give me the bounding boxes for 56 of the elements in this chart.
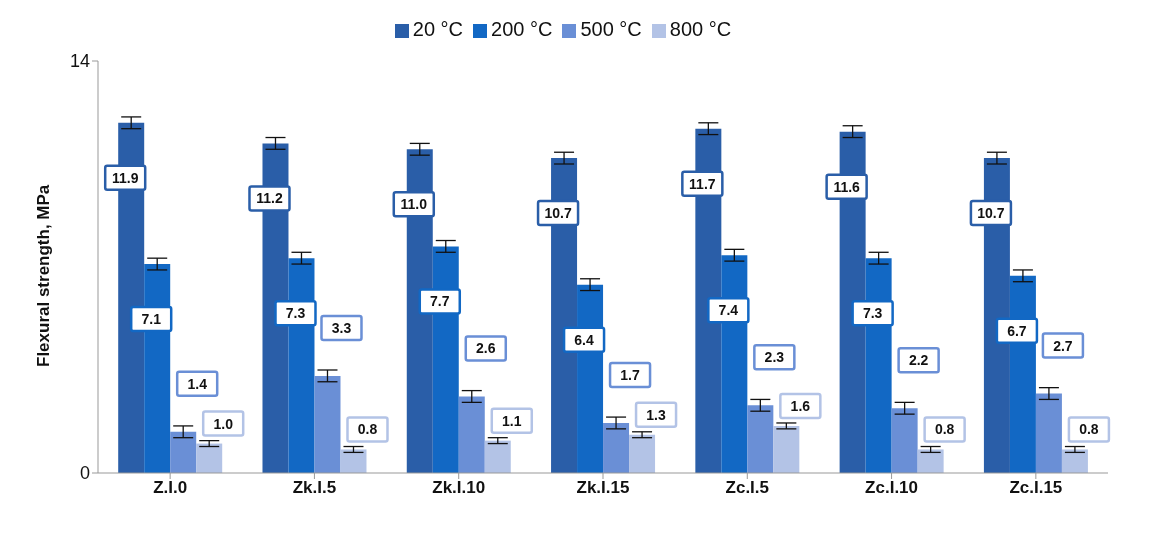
bar bbox=[891, 408, 918, 473]
legend-label: 20 °C bbox=[412, 18, 464, 40]
data-label: 11.2 bbox=[256, 190, 283, 207]
data-label: 1.1 bbox=[502, 412, 522, 429]
data-label: 11.0 bbox=[400, 196, 428, 213]
x-tick-label: Zk.I.5 bbox=[292, 478, 337, 498]
data-label: 2.2 bbox=[908, 352, 929, 369]
data-label: 0.8 bbox=[1079, 421, 1099, 438]
bar bbox=[1035, 393, 1062, 473]
bar bbox=[629, 434, 656, 473]
data-label: 6.4 bbox=[574, 331, 594, 348]
x-tick-label: Zc.I.15 bbox=[1009, 478, 1063, 498]
y-axis-title: Flexural strength, MPa bbox=[34, 184, 54, 367]
data-label: 1.6 bbox=[790, 397, 811, 414]
data-label: 2.6 bbox=[476, 340, 496, 357]
bar bbox=[917, 449, 944, 473]
x-tick-label: Z.I.0 bbox=[153, 478, 188, 498]
legend-label: 800 °C bbox=[669, 18, 732, 40]
x-tick-label: Zk.I.15 bbox=[576, 478, 630, 498]
bar bbox=[340, 449, 367, 473]
bar bbox=[773, 425, 800, 473]
data-label: 7.7 bbox=[430, 293, 450, 310]
data-label: 7.3 bbox=[862, 305, 883, 322]
data-label: 3.3 bbox=[331, 319, 352, 336]
bar bbox=[747, 405, 774, 473]
data-label: 7.3 bbox=[285, 305, 306, 322]
data-label: 1.4 bbox=[187, 375, 208, 392]
legend-label: 200 °C bbox=[491, 18, 553, 40]
data-label: 1.3 bbox=[646, 406, 666, 423]
bar bbox=[314, 375, 341, 473]
bar bbox=[603, 422, 630, 473]
data-label: 10.7 bbox=[977, 205, 1005, 222]
data-label: 7.4 bbox=[718, 302, 739, 319]
data-label: 11.9 bbox=[111, 169, 139, 186]
x-tick-label: Zc.I.5 bbox=[725, 478, 770, 498]
data-label: 0.8 bbox=[357, 421, 378, 438]
data-label: 1.7 bbox=[620, 366, 640, 383]
data-label: 0.8 bbox=[934, 421, 955, 438]
bar bbox=[196, 443, 223, 473]
data-label: 2.3 bbox=[764, 349, 785, 366]
data-label: 11.6 bbox=[833, 178, 861, 195]
y-tick-label: 0 bbox=[79, 463, 90, 484]
bar bbox=[170, 431, 197, 473]
bar bbox=[458, 396, 485, 473]
data-label: 10.7 bbox=[544, 205, 572, 222]
data-label: 11.7 bbox=[689, 175, 716, 192]
bar bbox=[1061, 449, 1088, 473]
data-label: 2.7 bbox=[1053, 337, 1073, 354]
x-tick-label: Zc.I.10 bbox=[865, 478, 919, 498]
data-label: 1.0 bbox=[213, 415, 234, 432]
data-label: 6.7 bbox=[1007, 322, 1027, 339]
y-tick-label: 14 bbox=[69, 51, 90, 72]
data-label: 7.1 bbox=[141, 311, 162, 328]
bar bbox=[484, 440, 511, 473]
legend-label: 500 °C bbox=[580, 18, 642, 40]
x-tick-label: Zk.I.10 bbox=[432, 478, 486, 498]
